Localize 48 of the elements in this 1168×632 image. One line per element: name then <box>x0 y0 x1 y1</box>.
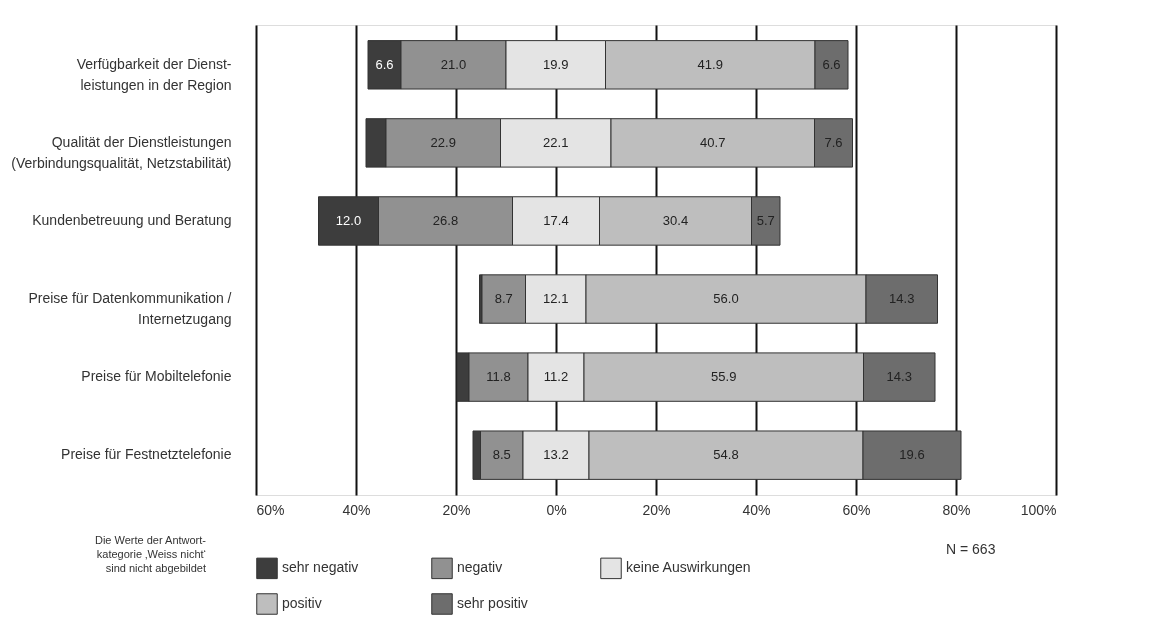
x-tick-label: 80% <box>942 501 971 518</box>
data-label: 6.6 <box>822 56 841 72</box>
data-label: 30.4 <box>662 212 689 228</box>
legend-label: keine Auswirkungen <box>626 559 751 576</box>
x-tick-label: 20% <box>642 501 671 518</box>
legend-label: negativ <box>457 559 503 576</box>
data-label: 21.0 <box>440 56 467 72</box>
data-label: 5.7 <box>756 212 775 228</box>
data-label: 13.2 <box>543 447 569 463</box>
data-label: 12.0 <box>335 212 362 228</box>
data-label: 17.4 <box>543 212 569 228</box>
data-label: 19.6 <box>899 447 925 463</box>
data-label: 14.3 <box>886 369 912 385</box>
x-tick-label: 60% <box>842 501 871 518</box>
data-label: 26.8 <box>432 212 459 228</box>
data-label: 14.3 <box>889 291 915 307</box>
data-label: 8.5 <box>492 447 511 463</box>
data-label: 41.9 <box>697 56 723 72</box>
data-label: 12.1 <box>543 291 569 307</box>
data-label: 55.9 <box>711 369 737 385</box>
data-label: 56.0 <box>713 291 739 307</box>
data-label: 6.6 <box>375 56 394 72</box>
data-label: 54.8 <box>713 447 739 463</box>
data-label: 22.1 <box>543 134 569 150</box>
legend-label: positiv <box>282 595 322 611</box>
data-label: 7.6 <box>824 134 843 150</box>
data-label: 11.2 <box>543 369 569 385</box>
legend-label: sehr negativ <box>282 559 359 576</box>
data-label: 8.7 <box>494 291 513 307</box>
x-tick-label: 100% <box>1020 501 1057 518</box>
y-tick-label: Preise für Datenkommunikation / Internetzugang <box>28 290 232 328</box>
y-tick-label: Preise für Mobiltelefonie <box>81 368 232 385</box>
x-tick-label: 60% <box>256 501 285 518</box>
data-label: 22.9 <box>430 134 456 150</box>
x-tick-label: 0% <box>546 501 567 518</box>
y-tick-label: Verfügbarkeit der Dienst- leistungen in der Region <box>76 55 232 93</box>
data-label: 40.7 <box>700 134 726 150</box>
y-tick-label: Kundenbetreuung und Beratung <box>32 211 232 228</box>
text: N = 663 <box>946 541 996 557</box>
text: Die Werte der Antwort- kategorie ‚Weiss nicht‘ sind nicht abgebildet <box>94 534 207 574</box>
y-tick-label: Qualität der Dienstleistungen (Verbindungsqualität, Netzstabilität) <box>11 133 232 171</box>
x-tick-label: 40% <box>742 501 771 518</box>
x-tick-label: 20% <box>442 501 471 518</box>
data-label: 19.9 <box>543 56 569 72</box>
data-label: 11.8 <box>486 369 511 385</box>
x-tick-label: 40% <box>342 501 371 518</box>
y-tick-label: Preise für Festnetztelefonie <box>61 446 232 463</box>
legend-label: sehr positiv <box>457 595 528 611</box>
